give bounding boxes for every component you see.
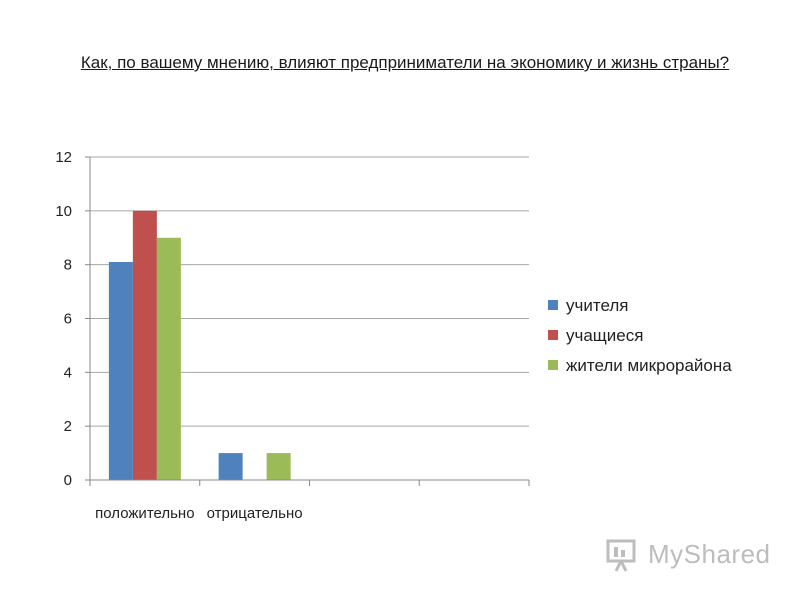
tick-labels: 0 2 4 6 8 10 12 положительно отрицательно	[55, 149, 302, 522]
legend-swatch	[548, 300, 558, 310]
x-tick-label: отрицательно	[207, 505, 303, 522]
bars	[108, 210, 291, 481]
y-tick-label: 0	[64, 472, 72, 489]
bar-1-1	[108, 261, 133, 480]
legend-swatch	[548, 330, 558, 340]
legend: учителя учащиеся жители микрорайона	[548, 296, 732, 375]
y-tick-label: 10	[55, 203, 72, 220]
myshared-watermark: MyShared	[604, 535, 774, 575]
legend-label: учителя	[566, 296, 628, 315]
bar-1-2	[132, 210, 157, 481]
legend-label: жители микрорайона	[566, 356, 732, 375]
bar-2-3	[266, 453, 291, 480]
x-tick-label: положительно	[95, 505, 194, 522]
grid-lines	[90, 156, 529, 427]
presentation-board-icon	[606, 539, 636, 572]
bar-1-3	[156, 237, 181, 480]
axes	[85, 156, 530, 486]
y-tick-label: 12	[55, 149, 72, 166]
legend-swatch	[548, 360, 558, 370]
y-tick-label: 4	[64, 364, 72, 381]
bar-2-1	[218, 453, 243, 480]
y-tick-label: 2	[64, 418, 72, 435]
legend-label: учащиеся	[566, 326, 643, 345]
y-tick-label: 6	[64, 311, 72, 328]
watermark-text: MyShared	[648, 539, 771, 569]
y-tick-label: 8	[64, 257, 72, 274]
chart-title: Как, по вашему мнению, влияют предприним…	[80, 53, 730, 72]
